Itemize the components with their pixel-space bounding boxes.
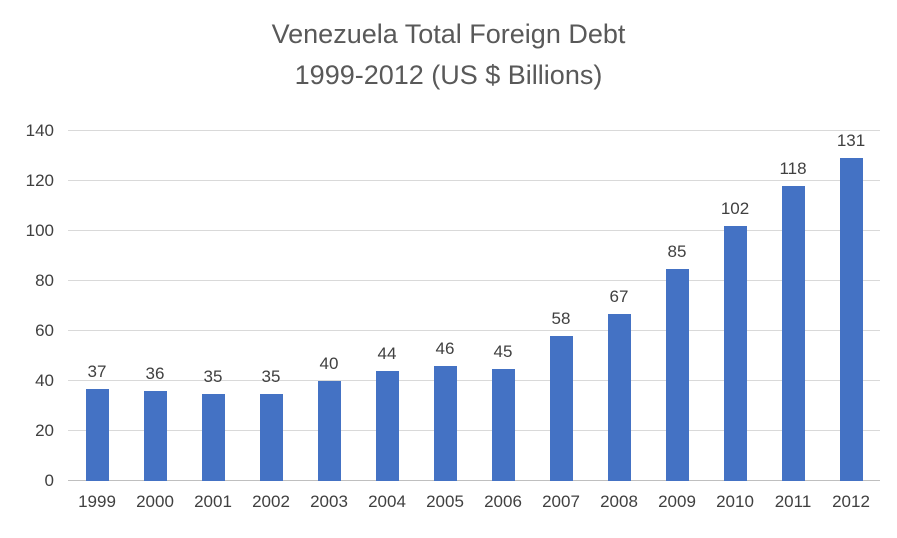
bar-group: 118 [764,131,822,481]
x-axis-category-label: 2011 [774,492,812,511]
bar-group: 45 [474,131,532,481]
chart-title-line1: Venezuela Total Foreign Debt [271,19,626,49]
bar-value-label: 67 [609,286,629,306]
bar-group: 44 [358,131,416,481]
chart-title: Venezuela Total Foreign Debt 1999-2012 (… [0,14,897,95]
y-axis-tick-label: 100 [25,221,54,240]
x-axis-line [68,480,880,481]
bar [201,393,225,481]
x-axis-category-label: 2010 [716,492,754,511]
bar [491,368,515,481]
y-axis-tick-label: 140 [25,121,54,140]
bar [781,186,805,481]
x-axis-category-label: 2000 [136,492,174,511]
bar [85,388,109,481]
bar [433,366,457,481]
x-axis-category-label: 2005 [426,492,464,511]
bar-group: 37 [68,131,126,481]
plot-area: 37 36 35 35 40 44 46 45 58 67 85 102 118 131 0 20 40 60 8… [26,121,880,490]
bar-value-label: 44 [377,344,397,363]
bar-value-label: 36 [145,364,165,383]
bar [839,158,863,481]
x-axis-labels: 1999 2000 2001 2002 2003 2004 2005 2006 2007 2008… [68,492,880,512]
y-axis-tick-label: 0 [44,471,54,490]
bar-value-label: 40 [319,354,339,373]
x-axis-category-label: 2008 [600,492,638,511]
bar-group: 36 [126,131,184,481]
x-axis-category-label: 2001 [194,492,232,511]
gridline [68,280,880,281]
gridline [68,180,880,181]
x-axis-category-label: 2006 [484,492,522,511]
x-axis-category-label: 1999 [78,492,116,511]
bar [375,371,399,481]
bar-group: 46 [416,131,474,481]
bar-value-label: 37 [87,361,107,381]
gridline [68,230,880,231]
x-axis-category-label: 2012 [832,492,870,511]
chart-title-line2: 1999-2012 (US $ Billions) [294,59,603,90]
x-axis-category-label: 2002 [252,492,290,511]
y-axis-tick-label: 60 [35,321,54,340]
bar [665,268,689,481]
bars-layer: 37 36 35 35 40 44 46 45 58 67 85 102 118 131 [68,131,880,481]
bar-value-label: 118 [779,159,807,178]
bar [723,226,747,481]
bar-value-label: 85 [667,241,687,261]
bar [607,313,631,481]
y-axis-tick-label: 120 [25,171,54,190]
x-axis-category-label: 2004 [368,492,406,511]
bar-group: 40 [300,131,358,481]
bar-group: 102 [706,131,764,481]
bar-group: 85 [648,131,706,481]
gridline [68,430,880,431]
gridline [68,330,880,331]
bar [549,336,573,481]
y-axis-tick-label: 80 [35,271,54,290]
bar-value-label: 45 [493,341,513,361]
y-axis-tick-label: 40 [35,371,54,390]
x-axis-category-label: 2007 [542,492,580,511]
bar-value-label: 35 [203,366,223,386]
bar-value-label: 131 [836,131,866,150]
bar [143,391,167,481]
bar [259,393,283,481]
bar-group: 35 [242,131,300,481]
bar-group: 35 [184,131,242,481]
gridline [68,130,880,131]
y-axis-tick-label: 20 [35,421,54,440]
x-axis-category-label: 2003 [310,492,348,511]
bar-value-label: 58 [551,309,571,329]
gridline [68,380,880,381]
bar-group: 131 [822,131,880,481]
bar [317,381,341,481]
bar-value-label: 102 [720,199,750,219]
bar-value-label: 46 [435,339,455,358]
bar-group: 58 [532,131,590,481]
x-axis-category-label: 2009 [658,492,696,511]
bar-group: 67 [590,131,648,481]
bar-value-label: 35 [261,366,281,386]
